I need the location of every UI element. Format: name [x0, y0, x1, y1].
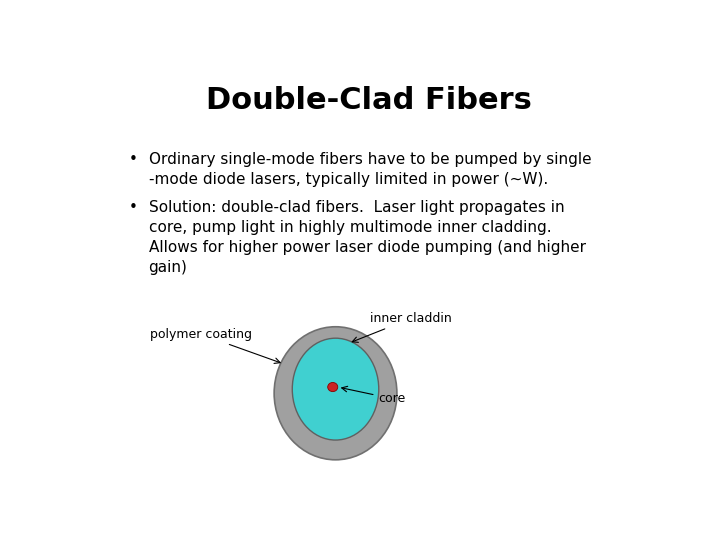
- Ellipse shape: [328, 382, 338, 392]
- Ellipse shape: [292, 338, 379, 440]
- Text: •: •: [129, 152, 138, 167]
- Ellipse shape: [274, 327, 397, 460]
- Text: Solution: double-clad fibers.  Laser light propagates in: Solution: double-clad fibers. Laser ligh…: [148, 200, 564, 215]
- Text: inner claddin: inner claddin: [352, 312, 451, 342]
- Text: core: core: [342, 386, 406, 405]
- Text: Ordinary single-mode fibers have to be pumped by single: Ordinary single-mode fibers have to be p…: [148, 152, 591, 167]
- Text: core, pump light in highly multimode inner cladding.: core, pump light in highly multimode inn…: [148, 220, 552, 235]
- Text: Double-Clad Fibers: Double-Clad Fibers: [206, 85, 532, 114]
- Text: •: •: [129, 200, 138, 215]
- Text: gain): gain): [148, 260, 187, 275]
- Text: polymer coating: polymer coating: [150, 328, 280, 363]
- Text: Allows for higher power laser diode pumping (and higher: Allows for higher power laser diode pump…: [148, 240, 585, 255]
- Text: -mode diode lasers, typically limited in power (~W).: -mode diode lasers, typically limited in…: [148, 172, 548, 187]
